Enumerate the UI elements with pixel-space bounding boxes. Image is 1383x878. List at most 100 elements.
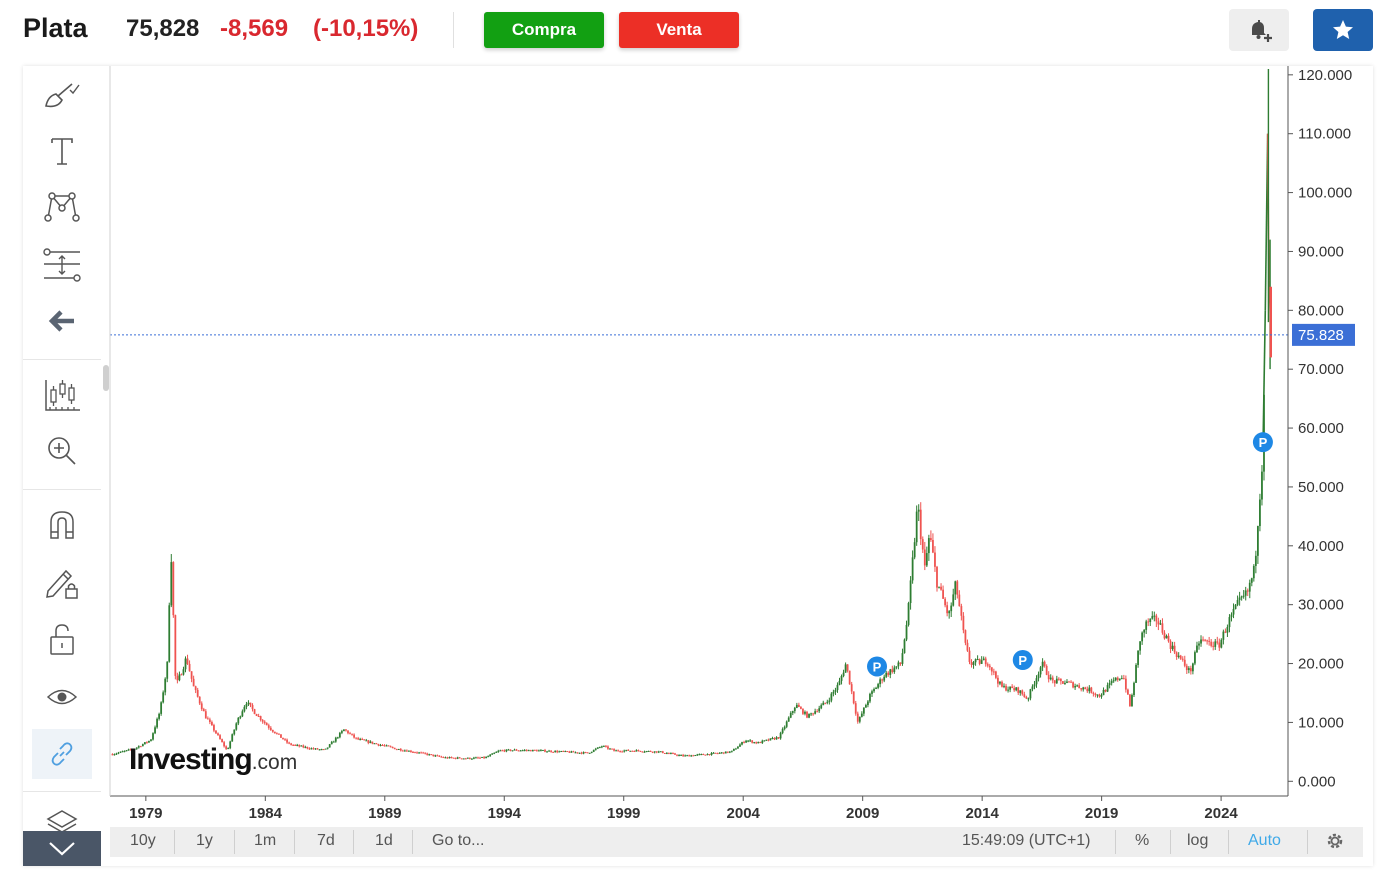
candle-body xyxy=(1092,692,1095,694)
lock-tool[interactable] xyxy=(39,617,85,661)
candle-body xyxy=(643,751,646,753)
candle-body xyxy=(206,718,209,720)
marker-circle xyxy=(1252,432,1273,453)
x-tick-label: 1999 xyxy=(607,805,640,822)
candle-body xyxy=(1179,655,1182,659)
candle-body xyxy=(1261,471,1263,500)
brush-tool[interactable] xyxy=(39,73,85,117)
candle-body xyxy=(674,753,676,755)
x-tick-label: 2009 xyxy=(846,805,879,822)
candle-body xyxy=(936,566,938,588)
y-tick-label: 0.000 xyxy=(1298,773,1336,790)
candle-body xyxy=(554,750,557,753)
range-10y[interactable]: 10y xyxy=(130,832,156,849)
candle-body xyxy=(438,755,441,757)
text-tool[interactable] xyxy=(39,129,85,173)
candle-body xyxy=(196,689,199,697)
candle-body xyxy=(869,693,871,702)
candle-body xyxy=(619,751,622,753)
y-tick-label: 40.000 xyxy=(1298,538,1344,555)
candle-body xyxy=(395,749,398,751)
candle-body xyxy=(182,669,185,675)
log-scale-toggle[interactable]: log xyxy=(1187,832,1209,849)
candle-body xyxy=(929,538,932,540)
auto-scale-toggle[interactable]: Auto xyxy=(1248,832,1281,849)
sell-button[interactable]: Venta xyxy=(619,12,739,48)
candle-body xyxy=(428,754,431,756)
candle-body xyxy=(1062,681,1064,684)
candle-body xyxy=(804,711,806,714)
candle-body xyxy=(814,711,817,714)
candle-body xyxy=(718,752,721,754)
toolbar-divider xyxy=(23,489,101,490)
candle-body xyxy=(271,729,274,732)
measure-tool[interactable] xyxy=(39,243,85,287)
candle-body xyxy=(1163,632,1166,639)
expand-toolbar-button[interactable] xyxy=(23,831,101,866)
candle-body xyxy=(907,603,910,625)
link-tool[interactable] xyxy=(32,729,92,779)
candle-body xyxy=(434,755,437,757)
candle-body xyxy=(424,752,427,754)
candle-body xyxy=(1106,685,1109,692)
zoom-tool[interactable] xyxy=(39,429,85,473)
pattern-tool[interactable] xyxy=(39,185,85,229)
candle-body xyxy=(1256,526,1259,556)
y-tick-label: 80.000 xyxy=(1298,302,1344,319)
candle-body xyxy=(139,746,142,748)
candle-body xyxy=(647,750,650,752)
candle-body xyxy=(873,689,875,692)
candle-body xyxy=(125,750,128,752)
candle-body xyxy=(501,750,504,752)
percent-scale-toggle[interactable]: % xyxy=(1135,832,1150,849)
candle-body xyxy=(385,745,388,747)
investing-watermark: Investing.com xyxy=(129,743,297,777)
candle-body xyxy=(1159,623,1162,625)
range-7d[interactable]: 7d xyxy=(317,832,335,849)
candle-body xyxy=(696,754,699,756)
lock-drawings-tool[interactable] xyxy=(39,561,85,605)
buy-button[interactable]: Compra xyxy=(484,12,604,48)
current-price-badge xyxy=(1292,323,1355,346)
candle-body xyxy=(822,702,825,706)
y-tick-label: 90.000 xyxy=(1298,243,1344,260)
magnet-tool[interactable] xyxy=(39,503,85,547)
candle-body xyxy=(607,746,609,749)
candle-body xyxy=(856,713,859,722)
candle-body xyxy=(170,562,173,606)
candle-body xyxy=(787,717,790,722)
candle-body xyxy=(631,750,634,752)
range-1d[interactable]: 1d xyxy=(375,832,393,849)
candle-body xyxy=(676,754,678,756)
candle-body xyxy=(1049,677,1052,680)
candle-body xyxy=(257,716,260,718)
candle-body xyxy=(389,746,392,748)
header-divider xyxy=(453,12,454,48)
chart-type-button[interactable] xyxy=(39,373,85,417)
candle-body xyxy=(535,750,538,752)
candle-body xyxy=(204,711,207,719)
candle-body xyxy=(470,758,473,760)
candle-body xyxy=(538,750,540,752)
candle-body xyxy=(950,605,953,612)
y-tick-label: 20.000 xyxy=(1298,656,1344,673)
candle-body xyxy=(651,751,654,753)
watchlist-star-button[interactable] xyxy=(1313,9,1373,51)
add-alert-button[interactable] xyxy=(1229,9,1289,51)
visibility-tool[interactable] xyxy=(39,675,85,719)
candle-body xyxy=(464,758,467,760)
range-1y[interactable]: 1y xyxy=(196,832,213,849)
candle-body xyxy=(213,725,215,731)
candle-body xyxy=(546,751,548,753)
back-button[interactable] xyxy=(39,299,85,343)
candle-body xyxy=(659,751,662,753)
watermark-suffix: .com xyxy=(251,751,298,774)
range-1m[interactable]: 1m xyxy=(254,832,277,849)
candle-body xyxy=(123,750,126,752)
toolbar-collapse-handle[interactable] xyxy=(103,365,109,391)
chart-settings-button[interactable] xyxy=(1324,830,1346,857)
candle-body xyxy=(840,676,843,681)
candle-body xyxy=(495,751,498,753)
go-to-date-button[interactable]: Go to... xyxy=(432,832,485,849)
